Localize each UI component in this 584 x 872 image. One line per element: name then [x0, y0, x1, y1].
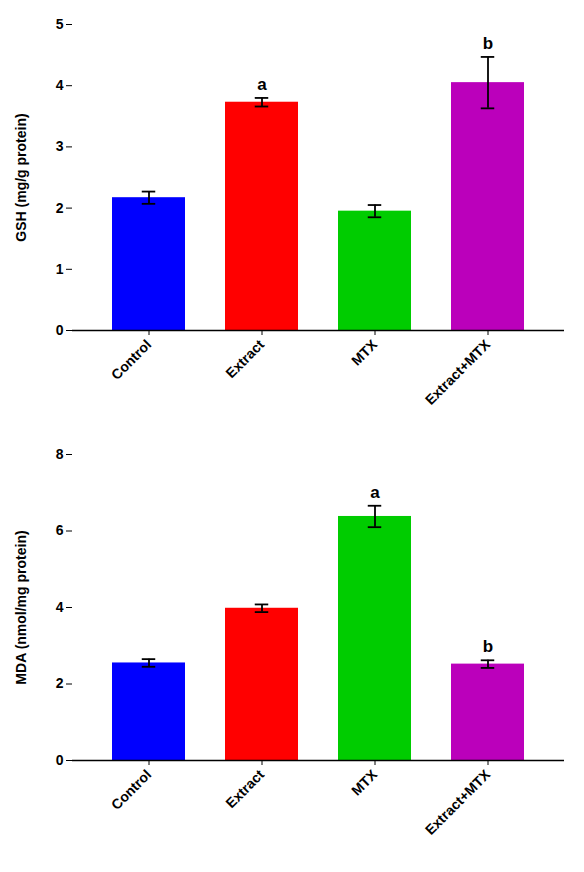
svg-text:Extract+MTX: Extract+MTX: [422, 336, 494, 408]
svg-text:4: 4: [56, 77, 64, 93]
svg-text:2: 2: [56, 675, 64, 691]
svg-text:1: 1: [56, 261, 64, 277]
svg-text:8: 8: [56, 446, 64, 462]
svg-text:b: b: [483, 34, 493, 53]
svg-text:MTX: MTX: [348, 336, 381, 369]
svg-text:0: 0: [56, 322, 64, 338]
svg-text:Extract: Extract: [222, 336, 267, 381]
svg-text:GSH (mg/g protein): GSH (mg/g protein): [13, 113, 29, 241]
svg-text:6: 6: [56, 522, 64, 538]
svg-text:Extract: Extract: [222, 766, 267, 811]
svg-text:b: b: [483, 637, 493, 656]
svg-text:4: 4: [56, 599, 64, 615]
svg-text:MDA (nmol/mg protein): MDA (nmol/mg protein): [13, 530, 29, 684]
svg-text:Extract+MTX: Extract+MTX: [422, 766, 494, 838]
svg-text:2: 2: [56, 200, 64, 216]
svg-text:MTX: MTX: [348, 766, 381, 799]
svg-text:0: 0: [56, 752, 64, 768]
svg-text:Control: Control: [108, 336, 155, 383]
svg-text:5: 5: [56, 16, 64, 32]
svg-text:3: 3: [56, 138, 64, 154]
svg-text:a: a: [257, 75, 267, 94]
svg-text:Control: Control: [108, 766, 155, 813]
svg-text:a: a: [370, 483, 380, 502]
